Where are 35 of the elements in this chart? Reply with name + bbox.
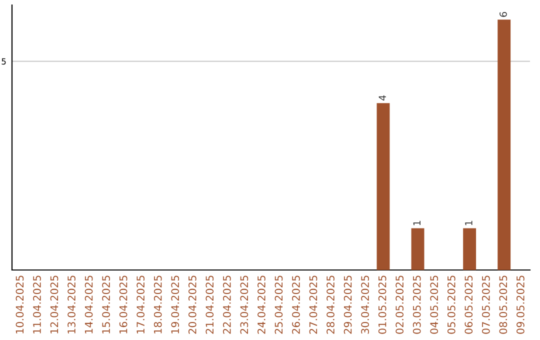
x-tick-label: 26.04.2025 [292,276,300,334]
x-tick-label: 24.04.2025 [258,276,266,334]
x-tick-label: 10.04.2025 [16,276,24,334]
x-tick-label: 02.05.2025 [396,276,404,334]
data-label: 6 [500,12,507,17]
x-tick-label: 13.04.2025 [68,276,76,334]
x-tick-label: 16.04.2025 [119,276,128,334]
x-tick-label: 15.04.2025 [102,276,110,334]
x-tick-label: 03.05.2025 [412,276,421,334]
x-tick-label: 08.05.2025 [499,276,508,334]
x-tick-label: 22.04.2025 [222,276,231,334]
x-tick-label: 17.04.2025 [136,276,145,334]
x-tick-label: 27.04.2025 [309,276,318,334]
data-label: 4 [378,95,386,101]
x-tick-label: 05.05.2025 [447,276,456,334]
data-label: 1 [413,220,420,226]
x-tick-label: 20.04.2025 [188,276,196,334]
x-tick-label: 23.04.2025 [240,276,248,334]
x-tick-label: 04.05.2025 [430,276,438,334]
x-tick-label: 14.04.2025 [84,276,93,334]
data-label: 1 [465,220,472,226]
x-tick-label: 19.04.2025 [171,276,180,334]
y-tick-label: 5 [2,58,6,65]
x-tick-label: 30.04.2025 [361,276,369,334]
x-tick-label: 11.04.2025 [33,276,41,334]
x-tick-label: 09.05.2025 [516,276,524,334]
x-tick-label: 25.04.2025 [274,276,283,334]
x-tick-label: 06.05.2025 [464,276,473,334]
x-tick-label: 29.04.2025 [344,276,352,334]
x-tick-label: 01.05.2025 [378,276,386,334]
x-tick-label: 07.05.2025 [482,276,490,334]
x-tick-label: 12.04.2025 [50,276,58,334]
x-tick-label: 18.04.2025 [154,276,162,334]
x-tick-label: 21.04.2025 [206,276,214,334]
x-tick-label: 28.04.2025 [326,276,334,334]
